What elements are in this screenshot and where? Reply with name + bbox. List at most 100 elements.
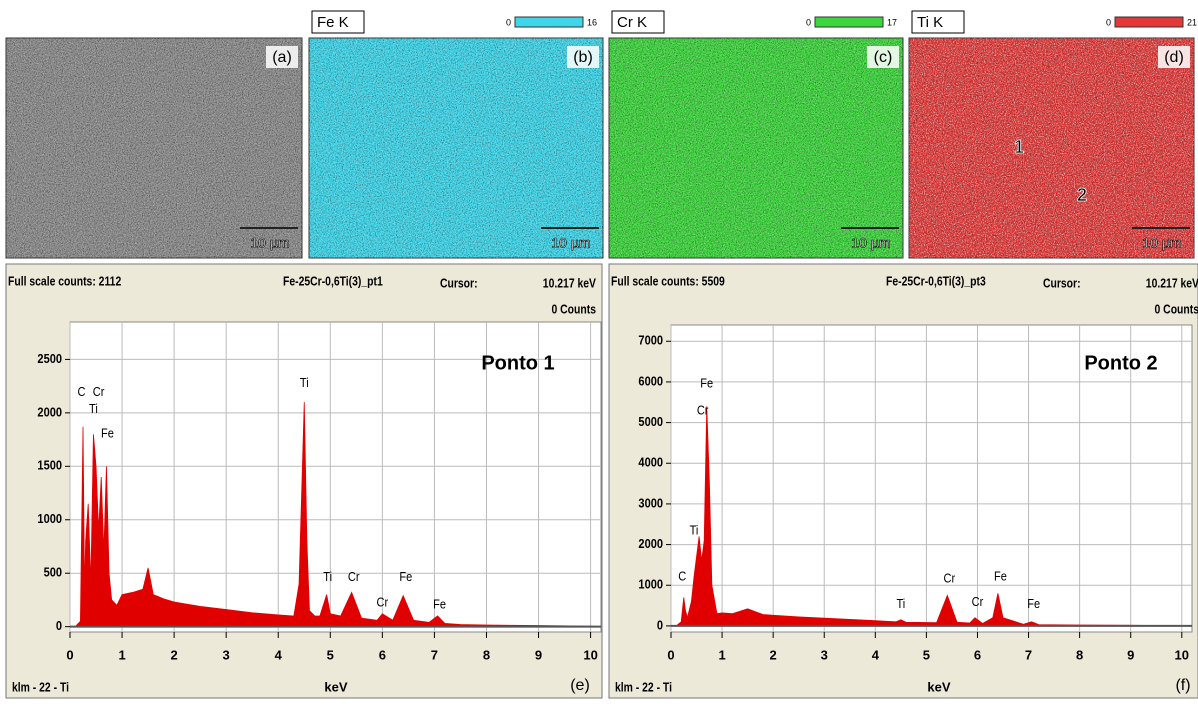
spectrum-area [70,402,602,628]
peak-label: Fe [700,376,713,391]
x-tick-label: 4 [275,647,283,662]
y-tick-label: 2000 [37,404,62,419]
sample-name: Fe-25Cr-0,6Ti(3)_pt1 [283,274,383,288]
sample-name: Fe-25Cr-0,6Ti(3)_pt3 [886,274,986,288]
y-tick-label: 500 [44,565,63,580]
point-marker: 2 [1077,185,1087,205]
x-tick-label: 0 [66,647,73,662]
element-box [911,10,965,34]
x-tick-label: 6 [379,647,386,662]
panel-label: (c) [874,49,893,66]
color-scale-min: 0 [806,17,811,27]
y-tick-label: 1500 [37,458,62,473]
peak-label: C [678,569,686,584]
panel-label: (e) [570,677,590,694]
peak-label: Ti [690,523,699,538]
element-box [611,10,665,34]
y-tick-label: 5000 [638,414,663,429]
x-tick-label: 2 [171,647,178,662]
y-tick-label: 0 [657,617,663,632]
color-scale-min: 0 [1106,17,1111,27]
element-box [311,10,365,34]
peak-label: Fe [1027,596,1040,611]
y-tick-label: 3000 [638,495,663,510]
footer: klm - 22 - Ti [615,680,672,694]
point-marker: 1 [1014,137,1024,157]
peak-label: Cr [972,594,984,609]
map-texture [909,38,1194,258]
element-label: Ti K [917,14,943,31]
color-scale-max: 17 [887,17,897,27]
x-tick-label: 5 [327,647,334,662]
plot-area [69,321,602,633]
y-tick-label: 7000 [638,333,663,348]
x-tick-label: 8 [483,647,490,662]
scale-bar-label: 10 µm [851,235,890,251]
y-tick-label: 1000 [638,577,663,592]
footer: klm - 22 - Ti [12,680,69,694]
peak-label: C [77,384,85,399]
y-tick-label: 6000 [638,374,663,389]
peak-label: Cr [348,569,360,584]
scale-bar-label: 10 µm [1142,235,1181,251]
peak-label: Fe [433,597,446,612]
full-scale-counts: Full scale counts: 5509 [611,274,725,288]
y-tick-label: 4000 [638,455,663,470]
scale-bar-label: 10 µm [551,235,590,251]
color-scale [814,16,884,28]
x-tick-label: 4 [872,647,880,662]
panel-label-box [867,46,899,68]
panel-label: (d) [1164,49,1184,66]
plot-area [670,324,1193,633]
spectrum-title: Ponto 1 [481,352,554,374]
x-tick-label: 0 [667,647,674,662]
x-tick-label: 9 [1127,647,1134,662]
spectrum-title: Ponto 2 [1084,352,1157,374]
x-tick-label: 2 [770,647,777,662]
x-tick-label: 6 [974,647,981,662]
color-scale [514,16,584,28]
color-scale-max: 21 [1187,17,1197,27]
y-tick-label: 2000 [638,536,663,551]
counts: 0 Counts [552,302,597,316]
map-texture [6,38,302,258]
element-label: Cr K [617,14,647,31]
cursor-label: Cursor: [440,276,478,290]
x-tick-label: 10 [1175,647,1189,662]
scale-bar-label: 10 µm [250,235,289,251]
color-scale-min: 0 [506,17,511,27]
cursor-value: 10.217 keV [1146,276,1198,290]
y-tick-label: 1000 [37,511,62,526]
x-tick-label: 3 [223,647,230,662]
peak-label: Ti [89,401,98,416]
peak-label: Cr [697,403,709,418]
x-tick-label: 10 [583,647,597,662]
element-label: Fe K [317,14,349,31]
panel-label-box [1158,46,1190,68]
panel-label: (a) [272,49,292,66]
x-tick-label: 7 [1025,647,1032,662]
cursor-value: 10.217 keV [543,276,596,290]
x-tick-label: 1 [718,647,725,662]
panel-label: (b) [573,49,593,66]
y-tick-label: 2500 [37,351,62,366]
peak-label: Ti [896,596,905,611]
full-scale-counts: Full scale counts: 2112 [8,274,122,288]
panel-label: (f) [1175,677,1190,694]
x-axis-label: keV [927,679,950,694]
peak-label: Fe [399,569,412,584]
x-tick-label: 8 [1076,647,1083,662]
cursor-label: Cursor: [1043,276,1081,290]
peak-label: Fe [101,426,114,441]
map-texture [609,38,903,258]
x-tick-label: 5 [923,647,930,662]
map-texture [309,38,603,258]
peak-label: Cr [93,384,105,399]
x-tick-label: 1 [118,647,125,662]
counts: 0 Counts [1155,302,1198,316]
x-tick-label: 3 [821,647,828,662]
y-tick-label: 0 [56,618,62,633]
color-scale-max: 16 [587,17,597,27]
